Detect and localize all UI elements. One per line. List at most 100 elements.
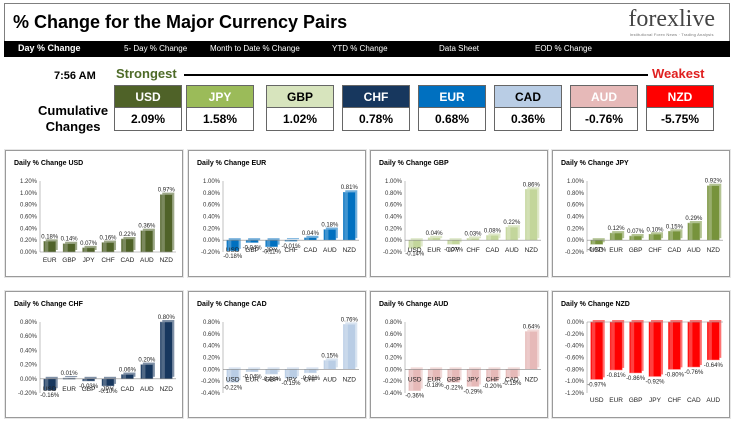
bar-highlight	[161, 194, 165, 252]
bar-highlight	[630, 322, 635, 373]
category-label: AUD	[323, 247, 337, 254]
category-label: AUD	[687, 247, 701, 254]
data-label: -0.01%	[281, 244, 301, 250]
bar-highlight	[44, 241, 49, 252]
bar-highlight	[506, 369, 511, 379]
bar-shadow	[65, 376, 78, 378]
bar-highlight	[688, 223, 693, 241]
strongest-label: Strongest	[116, 66, 177, 81]
data-label: 0.97%	[158, 188, 176, 194]
chart-title: Daily % Change EUR	[197, 160, 266, 167]
category-label: CAD	[121, 257, 135, 264]
tab-month-to-date-change[interactable]: Month to Date % Change	[210, 44, 300, 53]
data-label: 0.76%	[341, 317, 359, 323]
category-label: NZD	[343, 376, 357, 383]
bar-highlight	[487, 235, 492, 241]
category-label: GBP	[265, 376, 279, 383]
y-tick-label: -1.20%	[565, 391, 585, 397]
bar-highlight	[591, 322, 596, 380]
tab-eod-change[interactable]: EOD % Change	[535, 44, 592, 53]
bar-shadow	[248, 238, 261, 241]
chart-panel-cad: Daily % Change CAD -0.40% -0.20% 0.00% 0.20%…	[188, 291, 366, 418]
y-tick-label: -0.20%	[383, 250, 403, 256]
chart-title: Daily % Change GBP	[379, 160, 449, 167]
tab-5-day-change[interactable]: 5- Day % Change	[124, 44, 188, 53]
currency-code: AUD	[570, 85, 638, 108]
y-tick-label: 0.20%	[385, 356, 403, 362]
weakest-label: Weakest	[652, 66, 705, 81]
category-label: CHF	[304, 376, 317, 383]
bar-highlight	[285, 369, 290, 379]
bar-highlight	[227, 240, 232, 251]
chart-panel-chf: Daily % Change CHF -0.20% 0.00% 0.20% 0.40% 0…	[5, 291, 183, 418]
data-label: 0.64%	[523, 324, 541, 330]
bar-highlight	[708, 322, 712, 360]
currency-box-nzd: NZD -5.75%	[646, 85, 714, 131]
category-label: NZD	[525, 376, 539, 383]
bar-highlight	[141, 364, 146, 379]
data-label: 0.06%	[119, 368, 137, 374]
forexlive-logo[interactable]: forexlive Institutional Forex News · Tra…	[628, 6, 715, 37]
bar-highlight	[83, 247, 88, 252]
category-label: AUD	[140, 386, 154, 393]
page-header: % Change for the Major Currency Pairs fo…	[4, 3, 730, 43]
bar-shadow	[468, 236, 482, 239]
bar-highlight	[467, 238, 472, 241]
category-label: EUR	[43, 257, 57, 264]
data-label: 0.03%	[464, 231, 482, 237]
bar-highlight	[247, 369, 251, 372]
data-label: -0.08%	[262, 377, 282, 383]
category-label: NZD	[160, 386, 174, 393]
category-label: CAD	[304, 247, 318, 254]
bar-highlight	[591, 240, 596, 245]
chart-title: Daily % Change CAD	[197, 301, 267, 308]
bar-chart: Daily % Change GBP -0.20% 0.00% 0.20% 0.40% 0…	[379, 160, 541, 257]
category-label: USD	[408, 247, 422, 254]
category-label: USD	[590, 397, 604, 404]
bar-chart: Daily % Change NZD -1.20% -1.00% -0.80% -0.6…	[561, 301, 723, 404]
bar-highlight	[649, 322, 654, 377]
y-tick-label: 0.40%	[567, 215, 585, 221]
y-tick-label: 1.20%	[20, 179, 38, 185]
bar-highlight	[122, 238, 127, 252]
page-title: % Change for the Major Currency Pairs	[13, 12, 348, 32]
category-label: CAD	[121, 386, 135, 393]
data-label: -0.03%	[79, 384, 99, 390]
bar-highlight	[526, 189, 530, 241]
category-label: JPY	[102, 386, 115, 393]
category-label: USD	[43, 386, 57, 393]
tab-ytd-change[interactable]: YTD % Change	[332, 44, 388, 53]
category-label: NZD	[160, 257, 174, 264]
data-label: -0.20%	[483, 384, 503, 390]
y-tick-label: 0.00%	[385, 367, 403, 373]
currency-box-aud: AUD -0.76%	[570, 85, 638, 131]
bar-highlight	[688, 322, 693, 367]
category-label: CHF	[648, 247, 661, 254]
data-label: -0.07%	[444, 247, 464, 253]
currency-box-gbp: GBP 1.02%	[266, 85, 334, 131]
bar-shadow	[84, 376, 97, 379]
y-tick-label: 0.40%	[203, 344, 221, 350]
data-label: -0.97%	[587, 382, 607, 388]
tab-day-change[interactable]: Day % Change	[18, 43, 81, 53]
y-tick-label: 0.20%	[203, 356, 221, 362]
data-label: -0.07%	[587, 247, 607, 253]
bar-chart: Daily % Change CHF -0.20% 0.00% 0.20% 0.40% 0…	[14, 301, 176, 399]
y-tick-label: 0.20%	[20, 238, 38, 244]
category-label: USD	[226, 247, 240, 254]
y-tick-label: 0.00%	[20, 250, 38, 256]
ranking-line	[184, 74, 648, 76]
category-label: CAD	[505, 376, 519, 383]
tab-data-sheet[interactable]: Data Sheet	[439, 44, 480, 53]
currency-cumulative-change: 1.02%	[266, 108, 334, 131]
bar-shadow	[306, 235, 319, 239]
category-label: AUD	[323, 376, 337, 383]
data-label: 0.12%	[608, 226, 626, 232]
y-tick-label: -0.20%	[565, 250, 585, 256]
category-label: GBP	[447, 376, 461, 383]
currency-box-eur: EUR 0.68%	[418, 85, 486, 131]
bar-chart: Daily % Change EUR -0.20% 0.00% 0.20% 0.40% 0…	[197, 160, 359, 260]
category-label: NZD	[525, 247, 539, 254]
y-tick-label: 1.00%	[203, 179, 221, 185]
data-label: -0.22%	[223, 385, 243, 391]
